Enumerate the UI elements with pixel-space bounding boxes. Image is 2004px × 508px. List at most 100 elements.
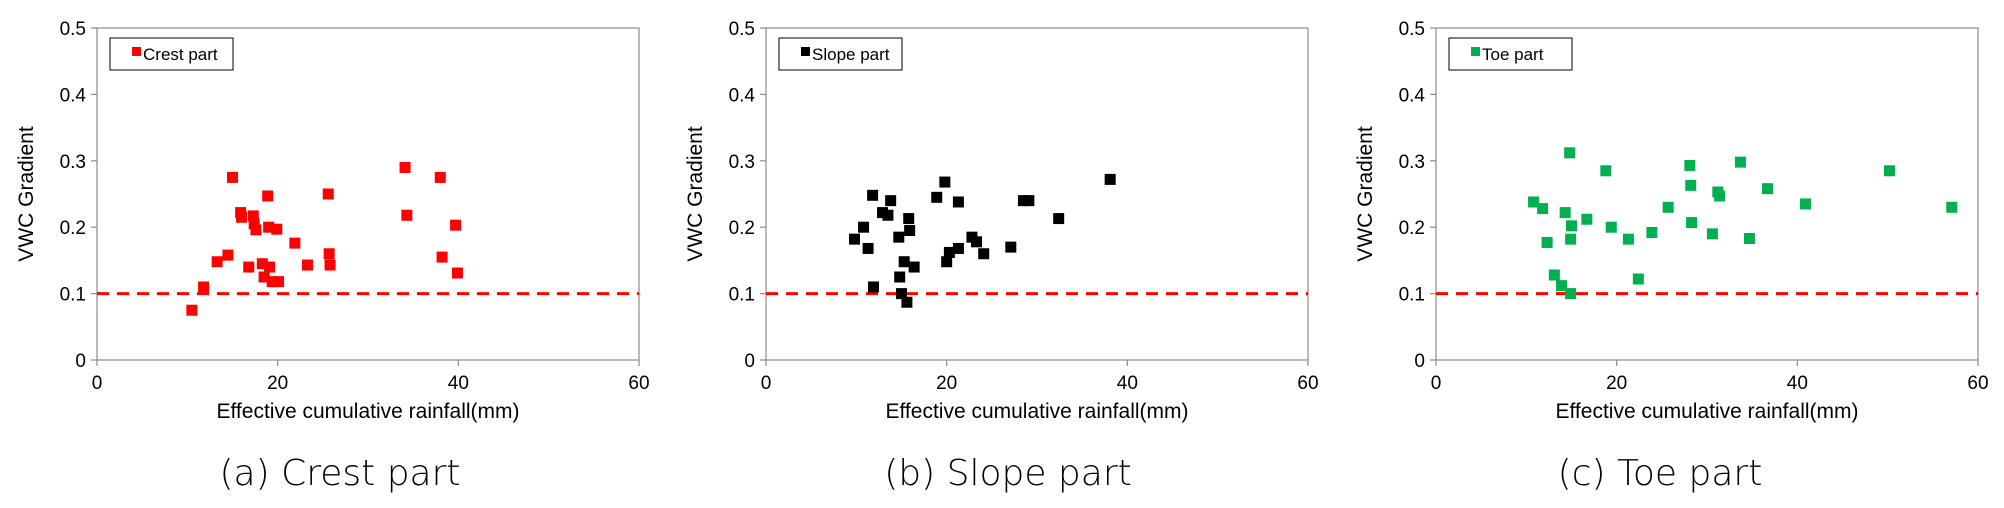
data-point — [247, 210, 259, 222]
y-axis-label: VWC Gradient — [1354, 126, 1377, 262]
data-point — [1662, 201, 1674, 213]
legend: Slope part — [778, 37, 903, 71]
y-tick-label: 0 — [75, 351, 86, 372]
y-tick-label: 0.4 — [60, 85, 87, 106]
data-point — [399, 161, 411, 173]
chart-panel-3: 0 0.1 0.2 0.3 0.4 0.5 0 20 40 60 Effective cumulat… — [1354, 19, 1989, 494]
legend-box — [778, 37, 903, 71]
series-1 — [1528, 147, 1958, 300]
y-tick-label: 0.3 — [1399, 152, 1425, 173]
y-tick-label: 0.3 — [729, 152, 755, 173]
data-point — [1622, 233, 1634, 245]
data-point — [1541, 236, 1553, 248]
legend-box — [109, 37, 234, 71]
data-point — [266, 276, 278, 288]
data-point — [896, 288, 907, 300]
x-axis-label: Effective cumulative rainfall(mm) — [885, 400, 1188, 423]
data-point — [1581, 213, 1593, 225]
y-tick-label: 0.2 — [729, 218, 755, 239]
data-point — [1548, 269, 1560, 281]
x-axis-label: Effective cumulative rainfall(mm) — [1555, 400, 1858, 423]
data-point — [1762, 183, 1774, 195]
data-point — [1686, 217, 1698, 229]
data-point — [301, 259, 313, 271]
data-point — [903, 213, 915, 225]
data-point — [227, 171, 238, 183]
data-point — [323, 248, 335, 260]
y-tick-label: 0.5 — [1399, 19, 1425, 40]
data-point — [1714, 190, 1726, 202]
y-tick-label: 0.1 — [60, 285, 86, 306]
legend-marker — [132, 47, 141, 56]
data-point — [256, 258, 268, 270]
data-point — [901, 296, 913, 308]
data-point — [1883, 165, 1895, 177]
data-point — [186, 304, 198, 316]
data-point — [1528, 196, 1540, 208]
data-point — [941, 256, 953, 268]
data-point — [867, 189, 879, 201]
data-point — [271, 223, 283, 235]
plot-area — [96, 27, 640, 361]
legend-label: Crest part — [143, 45, 218, 64]
data-point — [436, 251, 448, 263]
data-point — [434, 171, 446, 183]
data-point — [1685, 179, 1697, 191]
data-point — [849, 233, 861, 245]
y-tick-label: 0 — [744, 351, 755, 372]
data-point — [258, 271, 270, 283]
chart-panel-2: 0 0.1 0.2 0.3 0.4 0.5 0 20 40 60 Effective cumulat… — [684, 19, 1319, 494]
data-point — [1734, 156, 1746, 168]
x-tick-label: 40 — [1117, 373, 1138, 394]
series-1 — [186, 161, 463, 316]
x-tick-label: 20 — [267, 373, 288, 394]
data-point — [211, 256, 223, 268]
chart-panel-1: 0 0.1 0.2 0.3 0.4 0.5 0 20 40 60 Effective cumulat… — [15, 19, 650, 494]
data-point — [1053, 213, 1065, 225]
x-tick-label: 60 — [1967, 373, 1988, 394]
data-point — [1559, 207, 1571, 219]
x-tick-label: 0 — [761, 373, 772, 394]
data-point — [263, 221, 275, 233]
y-tick-label: 0.3 — [60, 152, 86, 173]
data-point — [262, 190, 274, 202]
x-tick-label: 40 — [1787, 373, 1808, 394]
x-tick-label: 60 — [1297, 373, 1318, 394]
data-point — [1605, 221, 1617, 233]
data-point — [885, 195, 897, 207]
data-point — [401, 209, 413, 221]
panel-caption: (c) Toe part — [1558, 453, 1763, 494]
data-point — [1684, 159, 1696, 171]
data-point — [952, 242, 964, 254]
data-point — [904, 225, 916, 237]
legend: Crest part — [109, 37, 234, 71]
data-point — [1565, 288, 1577, 300]
y-tick-label: 0.2 — [1399, 218, 1425, 239]
data-point — [1564, 147, 1576, 159]
data-point — [894, 271, 906, 283]
data-point — [1005, 241, 1017, 253]
legend-marker — [801, 47, 810, 56]
series-1 — [849, 173, 1116, 308]
legend: Toe part — [1448, 37, 1573, 71]
data-point — [978, 248, 990, 260]
legend-label: Toe part — [1482, 45, 1544, 64]
data-point — [931, 191, 943, 203]
data-point — [1556, 280, 1568, 292]
data-point — [939, 176, 951, 188]
data-point — [264, 261, 276, 273]
data-point — [1600, 165, 1612, 177]
data-point — [236, 211, 248, 223]
data-point — [1632, 273, 1644, 285]
panel-caption: (b) Slope part — [884, 453, 1132, 494]
y-tick-label: 0.5 — [729, 19, 755, 40]
data-point — [248, 218, 260, 230]
data-point — [222, 249, 234, 261]
data-point — [250, 224, 262, 236]
y-axis-label: VWC Gradient — [15, 126, 38, 262]
x-tick-label: 0 — [92, 373, 103, 394]
x-tick-label: 60 — [628, 373, 649, 394]
data-point — [1706, 228, 1718, 240]
data-point — [898, 256, 910, 268]
data-point — [324, 259, 336, 271]
